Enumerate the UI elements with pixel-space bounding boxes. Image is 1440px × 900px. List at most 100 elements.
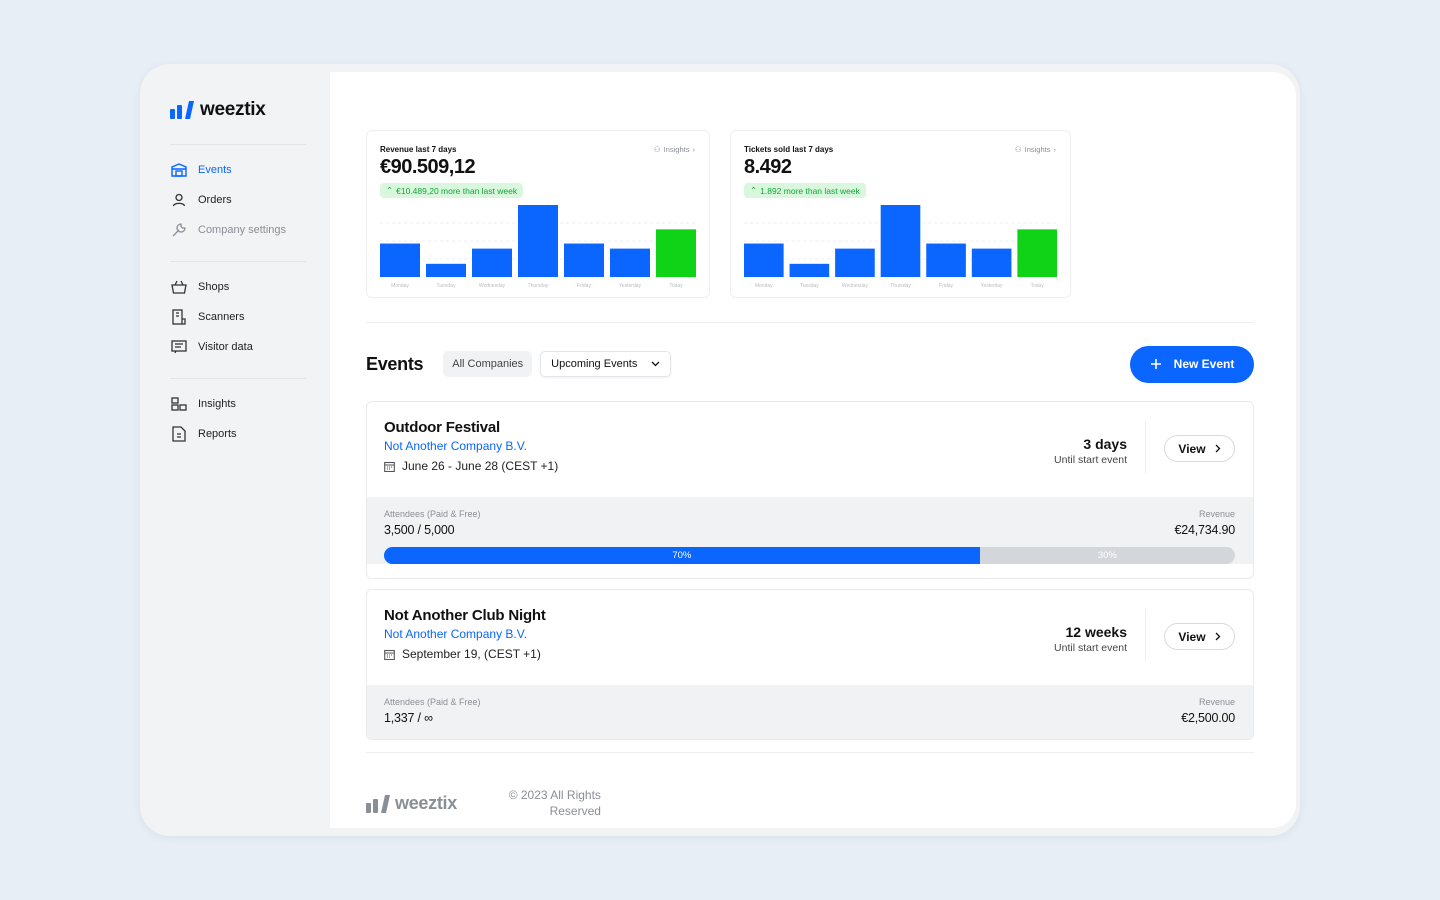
sidebar-item-scanners[interactable]: Scanners bbox=[170, 302, 330, 332]
sidebar-item-insights[interactable]: Insights bbox=[170, 389, 330, 419]
chevron-down-icon bbox=[651, 361, 660, 367]
event-date: September 19, (CEST +1) bbox=[384, 647, 1054, 661]
chart-bar-friday bbox=[926, 243, 966, 277]
event-countdown: 3 days Until start event bbox=[1054, 421, 1146, 473]
chart-tick-label: Thursday bbox=[528, 283, 549, 289]
event-date: June 26 - June 28 (CEST +1) bbox=[384, 459, 1054, 473]
sidebar-item-events[interactable]: Events bbox=[170, 155, 330, 185]
countdown-caption: Until start event bbox=[1054, 454, 1127, 466]
chart-bar-yesterday bbox=[971, 248, 1012, 277]
event-name[interactable]: Not Another Club Night bbox=[384, 607, 546, 624]
view-event-button[interactable]: View bbox=[1164, 623, 1235, 650]
progress-fill: 70% bbox=[384, 547, 980, 564]
sidebar-item-visitor-data[interactable]: Visitor data bbox=[170, 332, 330, 362]
app-screen: weeztix Events Orders bbox=[142, 72, 1296, 828]
events-header: Events All Companies Upcoming Events New… bbox=[366, 345, 1254, 383]
report-icon bbox=[170, 425, 188, 443]
stat-delta-text: €10.489,20 more than last week bbox=[396, 185, 518, 196]
new-event-label: New Event bbox=[1173, 357, 1235, 371]
user-icon bbox=[170, 191, 188, 209]
countdown-caption: Until start event bbox=[1054, 642, 1127, 654]
app-logo[interactable]: weeztix bbox=[170, 96, 330, 124]
tickets-stat-card: Tickets sold last 7 days ⚇ Insights › 8.… bbox=[730, 130, 1071, 298]
chevron-right-icon: › bbox=[692, 145, 696, 154]
chart-tick-label: Monday bbox=[755, 283, 773, 289]
app-name: weeztix bbox=[200, 99, 266, 120]
countdown-value: 3 days bbox=[1083, 436, 1127, 452]
sidebar-item-label: Company settings bbox=[198, 224, 287, 236]
chart-bar-thursday bbox=[880, 205, 921, 277]
view-label: View bbox=[1178, 441, 1206, 456]
sidebar-item-label: Insights bbox=[198, 398, 236, 410]
event-status-dropdown[interactable]: Upcoming Events bbox=[540, 351, 672, 377]
section-divider bbox=[366, 322, 1254, 323]
sidebar-item-label: Reports bbox=[198, 428, 237, 440]
revenue-value: €2,500.00 bbox=[1181, 711, 1235, 725]
revenue-bar-chart: Monday Tuesday Wednesday Thursday Friday Yest… bbox=[380, 197, 696, 289]
event-date-text: June 26 - June 28 (CEST +1) bbox=[402, 459, 559, 473]
calendar-icon bbox=[384, 649, 395, 660]
chevron-right-icon bbox=[1215, 632, 1220, 641]
progress-remaining: 30% bbox=[1097, 550, 1117, 561]
insights-icon: ⚇ bbox=[1014, 145, 1022, 154]
event-card: Not Another Club Night Not Another Compa… bbox=[366, 589, 1254, 740]
revenue-stat-card: Revenue last 7 days ⚇ Insights › €90.509… bbox=[366, 130, 710, 298]
attendees-label: Attendees (Paid & Free) bbox=[384, 697, 481, 707]
chart-tick-label: Tuesday bbox=[437, 283, 456, 289]
footer-logo[interactable]: weeztix bbox=[366, 793, 457, 814]
chart-tick-label: Yesterday bbox=[981, 283, 1003, 289]
new-event-button[interactable]: New Event bbox=[1130, 345, 1254, 383]
chart-bar-monday bbox=[380, 243, 420, 277]
calendar-icon bbox=[384, 461, 395, 472]
chart-tick-label: Today bbox=[669, 283, 683, 289]
weeztix-logo-icon bbox=[366, 794, 390, 813]
sidebar-item-reports[interactable]: Reports bbox=[170, 419, 330, 449]
attendance-progress-bar: 70% 30% bbox=[384, 547, 1235, 564]
chevron-up-icon: ⌃ bbox=[750, 185, 758, 195]
all-companies-filter[interactable]: All Companies bbox=[443, 351, 533, 377]
event-company-link[interactable]: Not Another Company B.V. bbox=[384, 439, 527, 453]
sidebar-item-label: Scanners bbox=[198, 311, 245, 323]
sidebar-item-orders[interactable]: Orders bbox=[170, 185, 330, 215]
event-company-link[interactable]: Not Another Company B.V. bbox=[384, 627, 527, 641]
event-stats: Attendees (Paid & Free) 1,337 / ∞ Revenu… bbox=[367, 685, 1253, 739]
chart-tick-label: Thursday bbox=[890, 283, 911, 289]
insights-link[interactable]: ⚇ Insights › bbox=[1015, 145, 1056, 154]
chart-tick-label: Tuesday bbox=[800, 283, 819, 289]
chart-tick-label: Friday bbox=[577, 283, 591, 289]
footer-logo-text: weeztix bbox=[395, 793, 457, 813]
wrench-icon bbox=[170, 221, 188, 239]
sidebar-item-company-settings[interactable]: Company settings bbox=[170, 215, 330, 245]
main-content: Revenue last 7 days ⚇ Insights › €90.509… bbox=[330, 72, 1296, 828]
events-title: Events bbox=[366, 353, 424, 374]
nav-divider bbox=[170, 378, 306, 379]
copyright: © 2023 All Rights Reserved bbox=[508, 788, 601, 818]
chart-tick-label: Wednesday bbox=[842, 283, 869, 289]
nav-divider bbox=[170, 144, 306, 145]
chart-bar-today bbox=[1017, 229, 1057, 277]
view-event-button[interactable]: View bbox=[1164, 435, 1235, 462]
chart-tick-label: Monday bbox=[391, 283, 409, 289]
sidebar-item-label: Events bbox=[198, 164, 232, 176]
chart-bar-yesterday bbox=[610, 248, 650, 277]
stat-label: Tickets sold last 7 days bbox=[744, 145, 834, 154]
revenue-label: Revenue bbox=[1198, 697, 1235, 707]
event-countdown: 12 weeks Until start event bbox=[1054, 609, 1146, 661]
stats-row: Revenue last 7 days ⚇ Insights › €90.509… bbox=[366, 130, 1254, 298]
sidebar-item-shops[interactable]: Shops bbox=[170, 272, 330, 302]
nav-group-main: Events Orders Company settings bbox=[170, 155, 330, 245]
stat-label: Revenue last 7 days bbox=[380, 145, 457, 154]
insights-icon bbox=[170, 395, 188, 413]
chart-bar-today bbox=[656, 229, 696, 277]
insights-link[interactable]: ⚇ Insights › bbox=[654, 145, 695, 154]
chart-tick-label: Today bbox=[1031, 283, 1045, 289]
attendees-label: Attendees (Paid & Free) bbox=[384, 509, 481, 519]
sidebar-item-label: Shops bbox=[198, 281, 230, 293]
basket-icon bbox=[170, 278, 188, 296]
footer: weeztix © 2023 All Rights Reserved bbox=[366, 787, 1254, 819]
chart-tick-label: Wednesday bbox=[479, 283, 506, 289]
chart-bar-monday bbox=[744, 243, 784, 277]
insights-link-label: Insights bbox=[663, 145, 690, 154]
event-name[interactable]: Outdoor Festival bbox=[384, 419, 500, 436]
ticket-icon bbox=[170, 161, 188, 179]
